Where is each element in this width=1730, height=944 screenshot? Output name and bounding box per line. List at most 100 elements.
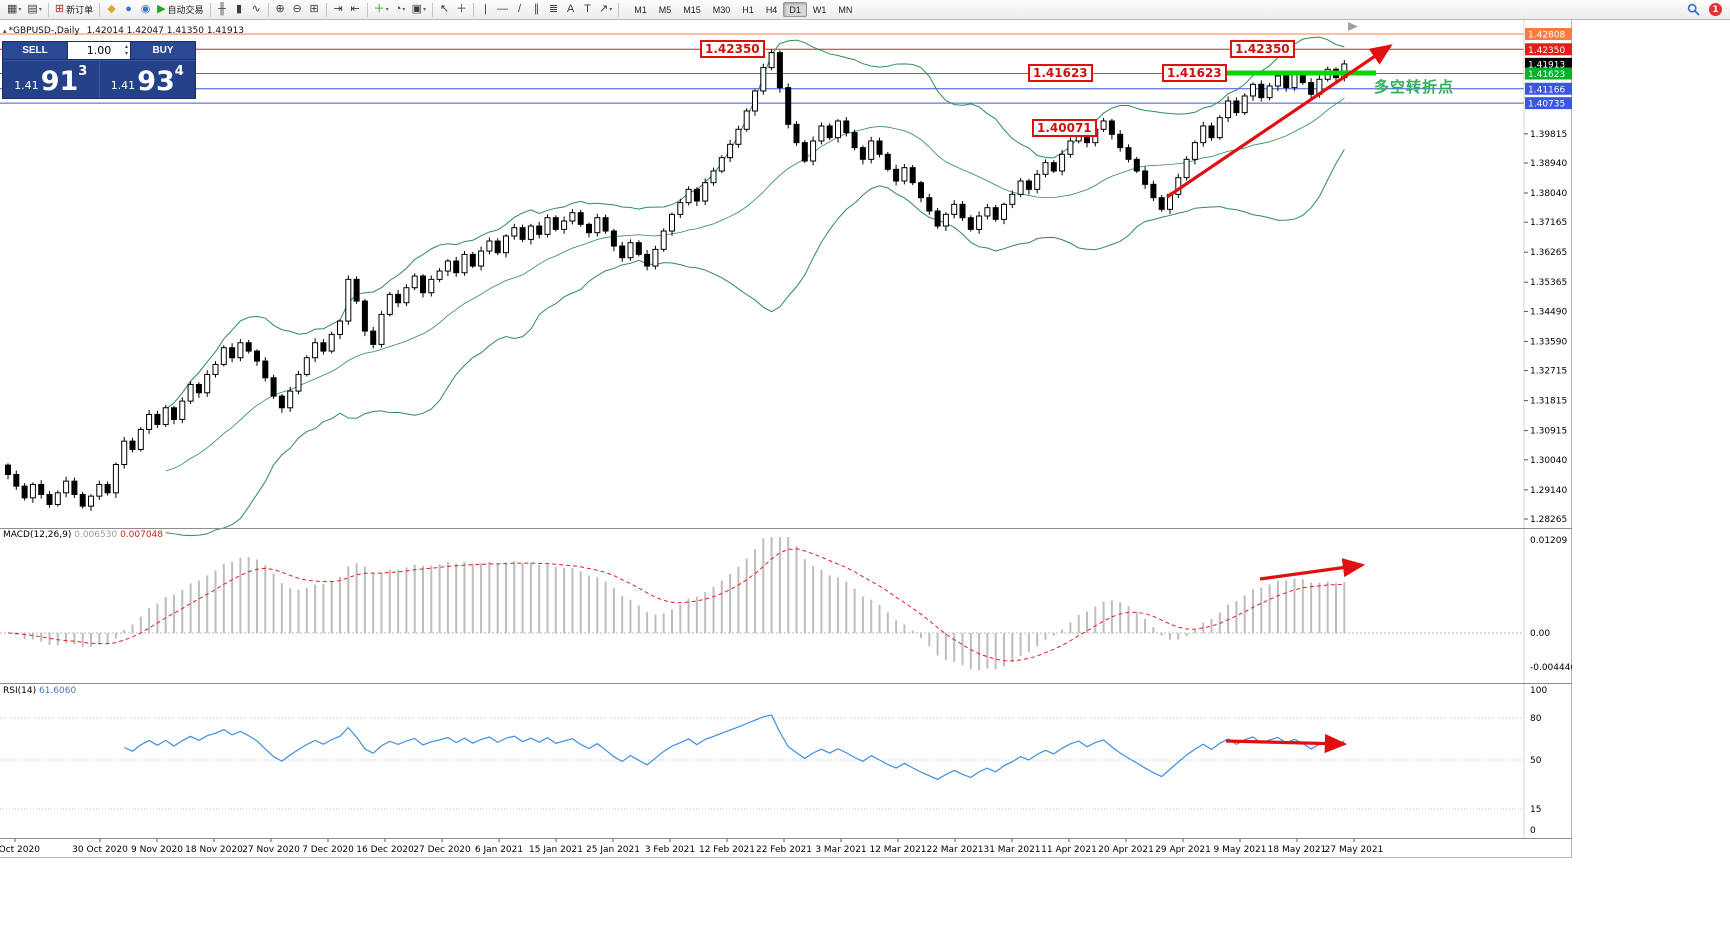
toolbar-new-chart[interactable]: ▦ ▾ (4, 1, 24, 18)
periods-icon: ◔ (394, 3, 402, 15)
macd-signal-line (7, 548, 1345, 662)
toolbar-zoom-out[interactable]: ⊖ (289, 1, 306, 18)
chart-symbol-label: *GBPUSD-,Daily (8, 26, 80, 36)
toolbar-new-order[interactable]: ⊞ 新订单 (52, 1, 96, 18)
price-annotation[interactable]: 1.42350 (700, 40, 765, 58)
toolbar-chart-candlesticks[interactable]: ▮ (231, 1, 248, 18)
toolbar-zoom-in[interactable]: ⊕ (272, 1, 289, 18)
text-label-icon: T (584, 3, 591, 15)
rsi-name: RSI(14) (3, 686, 37, 696)
toolbar-crosshair[interactable]: ＋ (453, 1, 470, 18)
caret-down-icon: ▾ (385, 7, 389, 13)
toolbar-arrows-tool[interactable]: ↗ ▾ (596, 1, 615, 18)
annotation-note-text[interactable]: 多空转折点 (1374, 78, 1455, 96)
timeframe-mn-button[interactable]: MN (832, 2, 858, 17)
templates-icon: ▣ (411, 3, 422, 15)
svg-text:1.41913: 1.41913 (1528, 60, 1565, 70)
timeframe-d1-button[interactable]: D1 (783, 2, 807, 17)
price-annotation[interactable]: 1.42350 (1230, 40, 1295, 58)
lot-size-value: 1.00 (86, 44, 112, 57)
svg-text:31 Mar 2021: 31 Mar 2021 (983, 845, 1040, 855)
timeframe-w1-button[interactable]: W1 (807, 2, 833, 17)
svg-text:100: 100 (1530, 686, 1547, 696)
toolbar-text-label[interactable]: T (579, 1, 596, 18)
toolbar: ▦ ▾ ▤ ▾ ⊞ 新订单 ◆ ● ◉ ▶ 自动交易 ╫ ▮ ∿ ⊕ ⊖ ⊞ ⇥ ⇤ ＋ ▾ ◔ ▾ ▣ ▾ ↖ ＋ | — / ∥ ≣ A T ↗… (0, 0, 1730, 20)
buy-price-display[interactable]: 1.41 93 4 (98, 61, 196, 98)
toolbar-chart-bars[interactable]: ╫ (214, 1, 231, 18)
caret-down-icon: ▾ (38, 7, 42, 13)
timeframe-m15-button[interactable]: M15 (677, 2, 707, 17)
toolbar-auto-scroll[interactable]: ⇥ (330, 1, 347, 18)
toolbar-profiles[interactable]: ▤ ▾ (24, 1, 44, 18)
toolbar-periods[interactable]: ◔ ▾ (392, 1, 409, 18)
buy-button[interactable]: BUY (130, 41, 196, 60)
toolbar-auto-trading[interactable]: ▶ 自动交易 (154, 1, 206, 18)
svg-text:1.39815: 1.39815 (1530, 130, 1567, 140)
chart-candlesticks-icon: ▮ (236, 3, 243, 15)
sell-price-sup: 3 (78, 64, 88, 79)
toolbar-cursor[interactable]: ↖ (436, 1, 453, 18)
sell-price-display[interactable]: 1.41 91 3 (3, 61, 99, 98)
toolbar-equidistant-channel[interactable]: ∥ (528, 1, 545, 18)
spinner-up-icon[interactable]: ▴ (124, 43, 128, 50)
toolbar-horizontal-line[interactable]: — (494, 1, 511, 18)
toolbar-trendline[interactable]: / (511, 1, 528, 18)
toolbar-metaeditor[interactable]: ◆ (103, 1, 120, 18)
timeframe-m1-button[interactable]: M1 (628, 2, 653, 17)
timeframe-h4-button[interactable]: H4 (760, 2, 784, 17)
trend-arrow[interactable] (1225, 733, 1348, 754)
toolbar-community[interactable]: ● (120, 1, 137, 18)
timeframe-m5-button[interactable]: M5 (653, 2, 678, 17)
timeframe-h1-button[interactable]: H1 (736, 2, 760, 17)
svg-text:0: 0 (1530, 826, 1536, 836)
panel-divider[interactable] (0, 683, 1572, 684)
buy-price-sup: 4 (174, 64, 184, 79)
buy-price-big: 93 (137, 66, 175, 97)
svg-text:27 Nov 2020: 27 Nov 2020 (242, 845, 300, 855)
toolbar-indicators[interactable]: ＋ ▾ (371, 1, 392, 18)
spinner-down-icon[interactable]: ▾ (124, 50, 128, 57)
text-icon: A (566, 3, 575, 15)
sell-button[interactable]: SELL (2, 41, 68, 60)
lot-size-field[interactable]: 1.00 ▴ ▾ (68, 41, 130, 60)
svg-text:27 Dec 2020: 27 Dec 2020 (413, 845, 471, 855)
svg-text:1.28265: 1.28265 (1530, 515, 1567, 525)
toolbar-help[interactable]: ◉ (137, 1, 154, 18)
toolbar-separator (47, 2, 49, 17)
svg-text:1.31815: 1.31815 (1530, 397, 1567, 407)
sell-price-prefix: 1.41 (14, 79, 39, 92)
search-button[interactable] (1684, 1, 1703, 18)
toolbar-separator (366, 2, 368, 17)
rsi-line (123, 714, 1345, 781)
price-annotation[interactable]: 1.41623 (1028, 64, 1093, 82)
panel-divider[interactable] (0, 528, 1572, 529)
svg-text:7 Dec 2020: 7 Dec 2020 (302, 845, 354, 855)
toolbar-vertical-line[interactable]: | (477, 1, 494, 18)
trend-arrow[interactable] (1166, 44, 1393, 199)
panel-divider[interactable] (0, 838, 1572, 839)
arrows-tool-icon: ↗ (599, 3, 609, 15)
price-annotation[interactable]: 1.40071 (1032, 119, 1097, 137)
crosshair-icon: ＋ (456, 3, 467, 15)
toolbar-fibonacci[interactable]: ≣ (545, 1, 562, 18)
svg-text:50: 50 (1530, 756, 1542, 766)
vertical-line-icon: | (484, 3, 487, 15)
chart-canvas[interactable]: 1.39815 1.38940 1.38040 1.37165 1.36265 1.353… (0, 20, 1572, 858)
rsi-label: RSI(14) 61.6060 (3, 686, 76, 696)
new-chart-icon: ▦ (7, 3, 18, 15)
timeframe-m30-button[interactable]: M30 (707, 2, 737, 17)
svg-text:1.35365: 1.35365 (1530, 278, 1567, 288)
toolbar-chart-shift[interactable]: ⇤ (347, 1, 364, 18)
notification-badge[interactable]: 1 (1709, 3, 1722, 16)
svg-text:1.36265: 1.36265 (1530, 248, 1567, 258)
toolbar-chart-line[interactable]: ∿ (248, 1, 265, 18)
collapse-triangle-icon[interactable]: ▴ (3, 27, 7, 35)
toolbar-tile-windows[interactable]: ⊞ (306, 1, 323, 18)
price-annotation[interactable]: 1.41623 (1162, 64, 1227, 82)
trend-arrow[interactable] (1259, 558, 1366, 581)
toolbar-templates[interactable]: ▣ ▾ (409, 1, 429, 18)
toolbar-text[interactable]: A (562, 1, 579, 18)
lot-spinner[interactable]: ▴ ▾ (125, 43, 128, 57)
new-order-label: 新订单 (66, 5, 94, 15)
trendline-icon: / (517, 3, 522, 15)
